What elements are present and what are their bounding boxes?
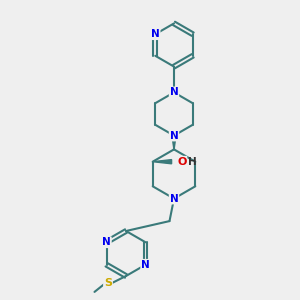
Text: N: N [151,29,160,39]
Polygon shape [153,160,172,164]
Text: S: S [104,278,112,289]
Text: N: N [102,237,111,247]
Text: N: N [169,194,178,204]
Text: N: N [169,87,178,98]
Text: H: H [188,157,197,167]
Text: N: N [169,130,178,141]
Text: O: O [177,157,187,167]
Polygon shape [172,136,176,149]
Text: N: N [141,260,150,270]
